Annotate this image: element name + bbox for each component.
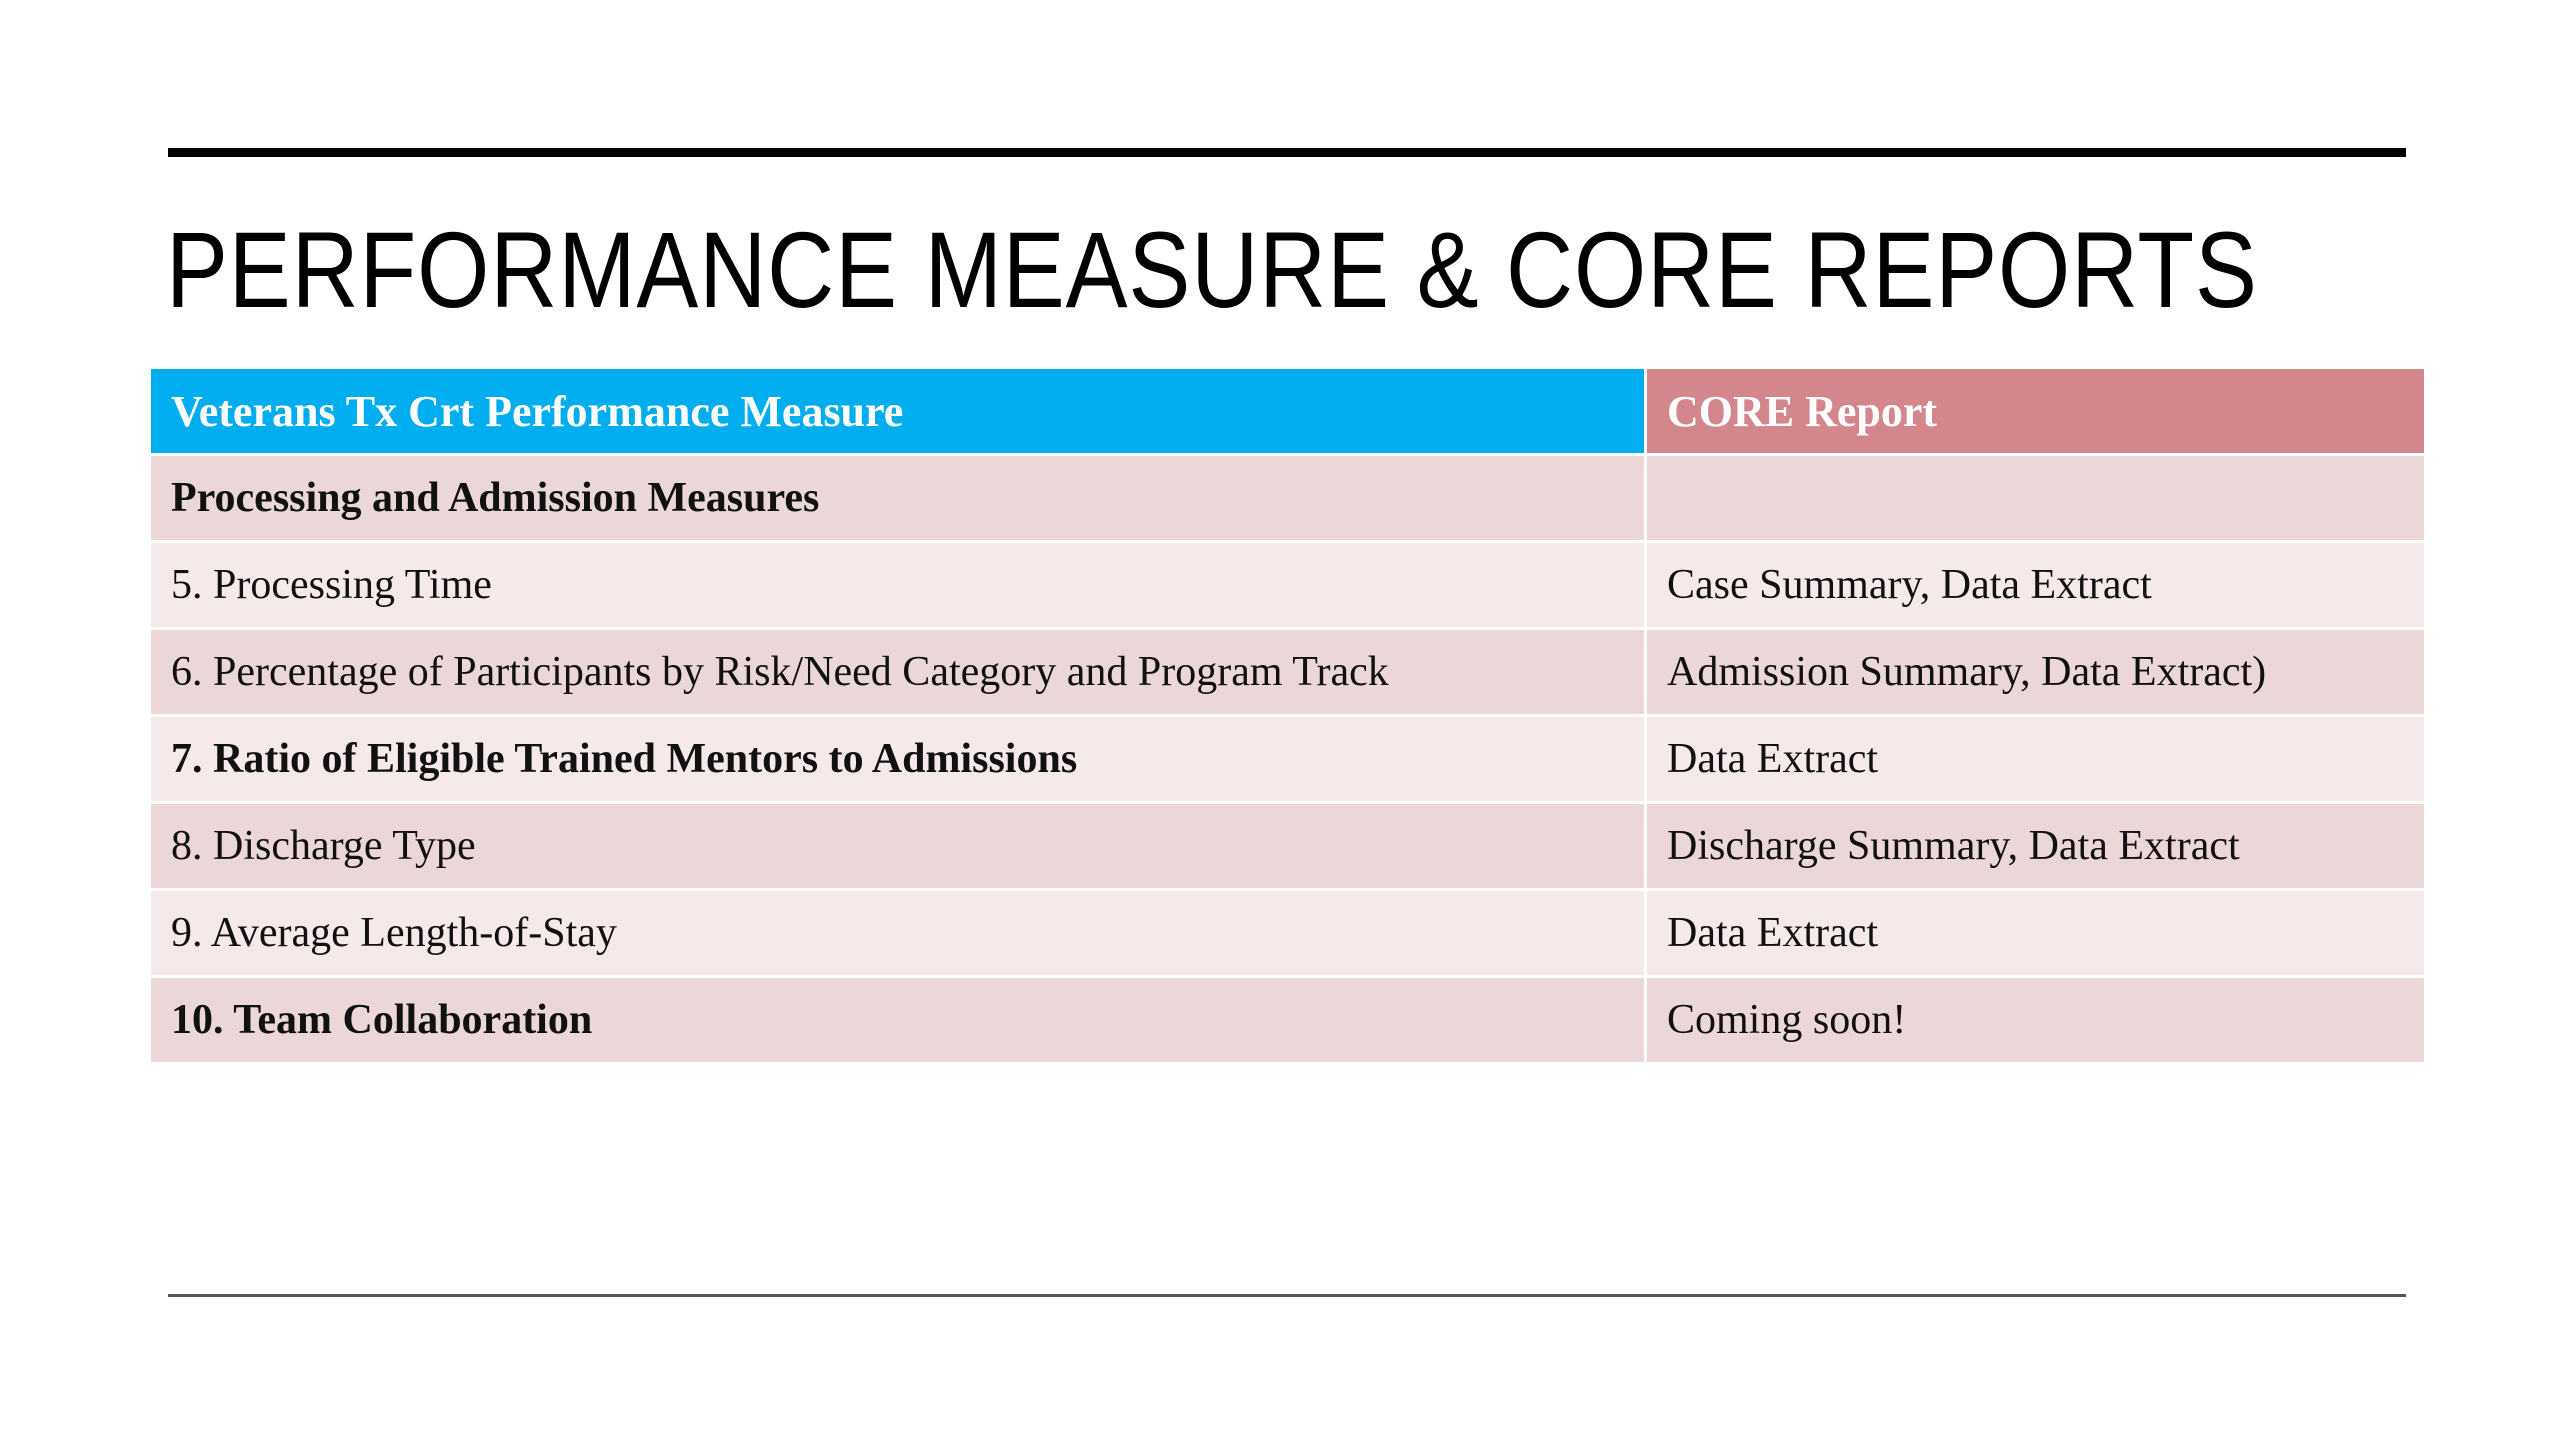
measure-cell-highlighted: 10. Team Collaboration	[148, 975, 1647, 1065]
header-measure: Veterans Tx Crt Performance Measure	[148, 366, 1647, 456]
table-row: 8. Discharge Type Discharge Summary, Dat…	[148, 801, 2427, 891]
table-row: 9. Average Length-of-Stay Data Extract	[148, 888, 2427, 978]
table-row: 6. Percentage of Participants by Risk/Ne…	[148, 627, 2427, 717]
table-header-row: Veterans Tx Crt Performance Measure CORE…	[148, 366, 2427, 456]
measure-cell: 6. Percentage of Participants by Risk/Ne…	[148, 627, 1647, 717]
section-core-cell	[1644, 453, 2427, 543]
measure-cell-highlighted: 7. Ratio of Eligible Trained Mentors to …	[148, 714, 1647, 804]
measure-cell: 5. Processing Time	[148, 540, 1647, 630]
table-row: 10. Team Collaboration Coming soon!	[148, 975, 2427, 1065]
core-report-cell: Case Summary, Data Extract	[1644, 540, 2427, 630]
section-label: Processing and Admission Measures	[148, 453, 1647, 543]
core-report-cell: Admission Summary, Data Extract)	[1644, 627, 2427, 717]
slide-title: PERFORMANCE MEASURE & CORE REPORTS	[166, 209, 2258, 330]
table-row: 7. Ratio of Eligible Trained Mentors to …	[148, 714, 2427, 804]
core-report-cell: Discharge Summary, Data Extract	[1644, 801, 2427, 891]
section-row: Processing and Admission Measures	[148, 453, 2427, 543]
table-row: 5. Processing Time Case Summary, Data Ex…	[148, 540, 2427, 630]
header-core-report: CORE Report	[1644, 366, 2427, 456]
performance-measures-table: Veterans Tx Crt Performance Measure CORE…	[148, 366, 2427, 1065]
measure-cell: 9. Average Length-of-Stay	[148, 888, 1647, 978]
bottom-rule	[168, 1294, 2406, 1297]
top-rule	[168, 148, 2406, 157]
measure-cell: 8. Discharge Type	[148, 801, 1647, 891]
core-report-cell: Coming soon!	[1644, 975, 2427, 1065]
core-report-cell: Data Extract	[1644, 714, 2427, 804]
core-report-cell: Data Extract	[1644, 888, 2427, 978]
